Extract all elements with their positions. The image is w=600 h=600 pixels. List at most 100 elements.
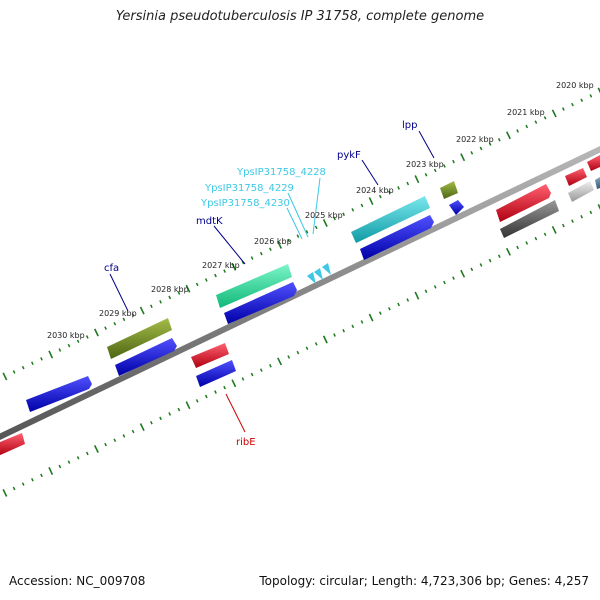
- outer-scale-tick: [388, 190, 391, 195]
- kbp-label-2022: 2022 kbp: [456, 135, 494, 144]
- outer-scale-tick: [113, 321, 117, 326]
- gene-red-right[interactable]: [496, 184, 551, 222]
- outer-scale-tick: [131, 313, 135, 317]
- gene-blue-1[interactable]: [115, 338, 177, 376]
- outer-scale-tick: [12, 370, 16, 374]
- gene-blue-3[interactable]: [224, 282, 297, 324]
- inner-scale-tick: [488, 258, 492, 263]
- outer-scale-tick: [204, 278, 208, 282]
- outer-scale-tick: [414, 175, 420, 184]
- outer-scale-tick: [58, 348, 62, 352]
- outer-scale-tick: [452, 159, 455, 164]
- outer-scale-tick: [40, 357, 43, 361]
- outer-scale-tick: [67, 343, 71, 348]
- outer-scale-tick: [589, 94, 593, 98]
- outer-scale-tick: [159, 300, 162, 304]
- inner-scale-tick: [214, 390, 217, 394]
- outer-scale-tick: [250, 256, 254, 260]
- inner-scale-tick: [269, 363, 272, 368]
- outer-scale-tick: [21, 365, 25, 370]
- outer-scale-tick: [185, 284, 191, 293]
- outer-scale-tick: [497, 137, 501, 142]
- inner-scale-tick: [368, 313, 374, 322]
- inner-scale-tick: [516, 245, 519, 250]
- inner-scale-tick: [351, 324, 355, 329]
- outer-scale-tick: [231, 262, 237, 271]
- gene-light-gray[interactable]: [568, 181, 594, 202]
- inner-scale-tick: [277, 357, 283, 366]
- outer-scale-tick: [424, 172, 428, 177]
- inner-scale-tick: [58, 464, 62, 469]
- inner-scale-tick: [378, 311, 382, 315]
- inner-scale-tick: [470, 267, 474, 272]
- inner-scale-tick: [40, 473, 43, 478]
- leader-lpp: [418, 130, 435, 159]
- inner-scale-tick: [139, 423, 145, 432]
- outer-scale-tick: [122, 317, 126, 322]
- outer-scale-tick: [534, 120, 538, 124]
- outer-scale-tick: [305, 229, 309, 234]
- inner-scale-tick: [433, 285, 437, 289]
- outer-scale-tick: [269, 247, 272, 252]
- outer-scale-tick: [351, 208, 355, 212]
- gene-blue-ribE-pair[interactable]: [196, 360, 236, 387]
- gene-mdtK[interactable]: [216, 264, 292, 308]
- gene-steel-edge[interactable]: [595, 177, 600, 189]
- gene-red-far-right[interactable]: [565, 168, 587, 186]
- gene-blue-2[interactable]: [26, 376, 92, 412]
- kbp-label-2028: 2028 kbp: [151, 285, 189, 294]
- gene-ribE[interactable]: [191, 343, 229, 368]
- inner-scale-tick: [76, 456, 80, 460]
- kbp-label-2020: 2020 kbp: [556, 81, 594, 90]
- gene-red-edge[interactable]: [587, 155, 600, 171]
- outer-scale-tick: [287, 238, 291, 243]
- inner-scale-tick: [122, 434, 126, 438]
- gene-YpsIP31758-4229[interactable]: [314, 268, 323, 280]
- inner-scale-tick: [543, 232, 547, 237]
- label-lpp: lpp: [402, 120, 417, 131]
- inner-scale-tick: [223, 385, 226, 390]
- kbp-labels: 2020 kbp 2021 kbp 2022 kbp 2023 kbp 2024…: [47, 81, 594, 340]
- inner-scale-tick: [21, 482, 25, 486]
- gene-lpp[interactable]: [440, 181, 458, 199]
- outer-scale-tick: [259, 251, 263, 256]
- kbp-label-2027: 2027 kbp: [202, 261, 240, 270]
- gene-cfa[interactable]: [107, 318, 172, 359]
- inner-scale-tick: [443, 280, 446, 285]
- outer-scale-tick: [150, 304, 153, 309]
- label-pykF: pykF: [337, 150, 361, 161]
- inner-scale-tick: [93, 445, 99, 453]
- inner-scale-tick: [342, 328, 345, 333]
- inner-scale-tick: [177, 407, 181, 412]
- label-YpsIP31758-4228: YpsIP31758_4228: [236, 167, 326, 178]
- inner-scale-tick: [534, 236, 538, 241]
- gene-YpsIP31758-4230[interactable]: [307, 272, 316, 284]
- outer-scale-tick: [223, 269, 226, 273]
- inner-scale-tick: [414, 291, 420, 300]
- gene-blue-5[interactable]: [449, 200, 464, 215]
- label-cfa: cfa: [104, 263, 119, 274]
- inner-scale-tick: [460, 269, 466, 278]
- inner-scale-tick: [287, 355, 291, 359]
- outer-scale-tick: [360, 203, 364, 208]
- gene-dark-gray[interactable]: [500, 200, 559, 238]
- label-YpsIP31758-4230: YpsIP31758_4230: [200, 198, 290, 209]
- gene-red-left[interactable]: [0, 433, 25, 456]
- outer-scale-tick: [597, 87, 600, 94]
- inner-scale-tick: [479, 263, 483, 267]
- inner-scale-tick: [452, 276, 455, 280]
- inner-scale-tick: [150, 420, 153, 425]
- outer-scale-tick: [168, 295, 172, 300]
- gene-YpsIP31758-4228[interactable]: [322, 263, 331, 275]
- accession-text: Accession: NC_009708: [9, 574, 146, 588]
- inner-scale-tick: [388, 307, 391, 311]
- gene-blue-4[interactable]: [360, 215, 434, 260]
- inner-scale-tick: [424, 289, 428, 294]
- gene-pykF[interactable]: [351, 196, 430, 243]
- outer-scale-tick: [443, 164, 446, 168]
- inner-scale-tick: [48, 466, 54, 475]
- inner-scale-tick: [497, 254, 501, 259]
- leader-ribE: [225, 393, 246, 433]
- outer-scale-tick: [214, 273, 217, 278]
- outer-scale-tick: [342, 212, 345, 217]
